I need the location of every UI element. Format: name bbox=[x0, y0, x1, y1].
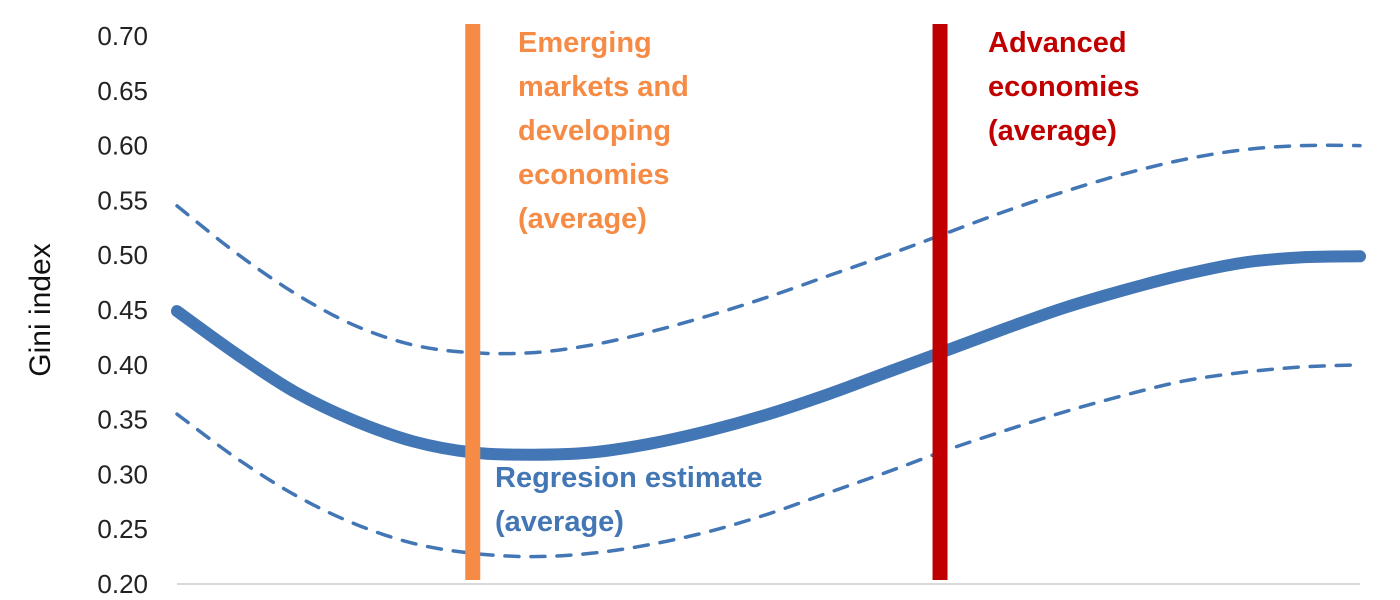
y-tick-label: 0.55 bbox=[97, 185, 148, 215]
emde-label: economies bbox=[518, 159, 670, 191]
upper-bound-dashed-line bbox=[175, 143, 1362, 356]
regression-label: (average) bbox=[495, 506, 624, 538]
y-tick-label: 0.20 bbox=[97, 569, 148, 599]
emde-label: Emerging bbox=[518, 27, 652, 59]
advanced-label: Advanced bbox=[988, 27, 1127, 59]
regression-label: Regresion estimate bbox=[495, 462, 763, 494]
y-tick-label: 0.35 bbox=[97, 405, 148, 435]
y-tick-label: 0.60 bbox=[97, 131, 148, 161]
emde-label: markets and bbox=[518, 71, 689, 103]
emde-label: (average) bbox=[518, 203, 647, 235]
emde-label: developing bbox=[518, 115, 671, 147]
y-axis-title: Gini index bbox=[24, 243, 57, 376]
y-tick-label: 0.40 bbox=[97, 350, 148, 380]
annotations: Emerging markets and developing economies (a… bbox=[495, 27, 1140, 538]
y-tick-label: 0.30 bbox=[97, 459, 148, 489]
advanced-label: (average) bbox=[988, 115, 1117, 147]
regression-estimate-line bbox=[171, 250, 1366, 461]
y-tick-label: 0.25 bbox=[97, 514, 148, 544]
series-layer bbox=[171, 143, 1366, 559]
y-tick-label: 0.65 bbox=[97, 76, 148, 106]
y-tick-label: 0.70 bbox=[97, 21, 148, 51]
y-tick-label: 0.45 bbox=[97, 295, 148, 325]
advanced-label: economies bbox=[988, 71, 1140, 103]
y-axis: 0.20 0.25 0.30 0.35 0.40 0.45 0.50 0.55 0.60 0.65… bbox=[24, 21, 1360, 599]
y-tick-label: 0.50 bbox=[97, 240, 148, 270]
vertical-markers bbox=[465, 24, 948, 580]
lower-bound-dashed-line bbox=[175, 363, 1362, 559]
